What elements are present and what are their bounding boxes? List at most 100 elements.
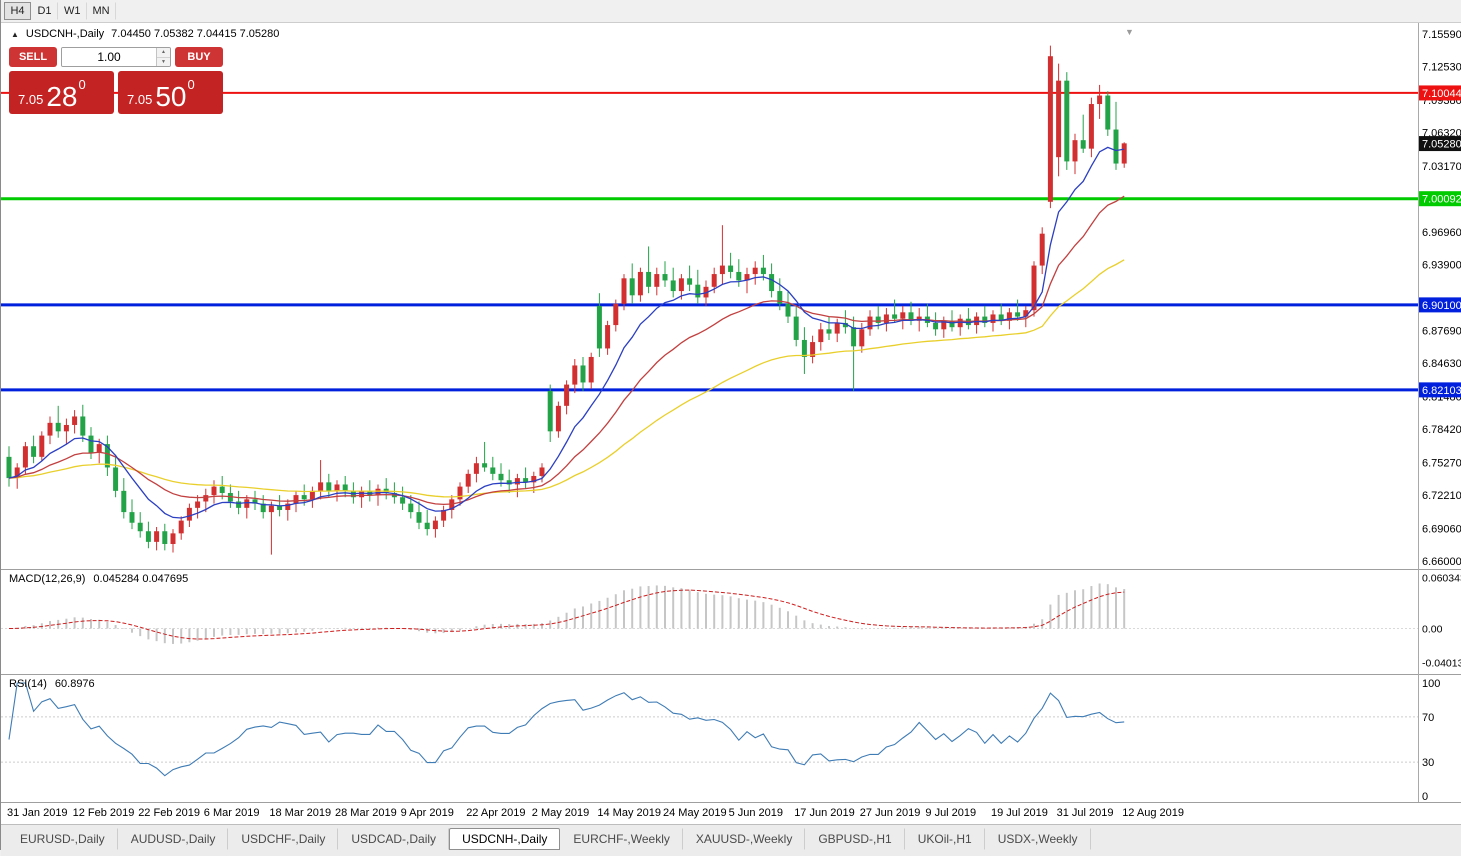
volume-decrease-button[interactable]: ▼	[157, 57, 170, 66]
time-axis-label: 12 Aug 2019	[1122, 807, 1184, 819]
time-axis-label: 28 Mar 2019	[335, 807, 397, 819]
chart-tab-usdcad-daily[interactable]: USDCAD-,Daily	[338, 828, 450, 850]
candle	[785, 291, 791, 323]
chart-tab-xauusd-weekly[interactable]: XAUUSD-,Weekly	[683, 828, 806, 850]
candle	[1097, 84, 1103, 119]
candle	[908, 301, 914, 326]
volume-increase-button[interactable]: ▲	[157, 48, 170, 58]
candle	[924, 303, 930, 328]
candle	[162, 523, 168, 551]
price-axis-label: 6.66000	[1422, 556, 1461, 568]
time-axis-label: 19 Jul 2019	[991, 807, 1048, 819]
timeframe-toolbar: H4 D1 W1 MN	[1, 0, 1461, 23]
candle	[154, 526, 160, 551]
one-click-trading-panel: SELL ▲ ▼ BUY 7.05 28 0 7.05	[9, 47, 223, 114]
candle	[826, 316, 832, 340]
candle	[793, 305, 799, 347]
candle	[63, 418, 69, 445]
candle	[1064, 72, 1070, 170]
candle	[80, 404, 86, 442]
price-axis-label: 6.69060	[1422, 523, 1461, 535]
candle	[318, 460, 324, 500]
ma-50-line	[8, 259, 1125, 498]
macd-canvas[interactable]: 0.060343 0.00 -0.040136	[1, 569, 1461, 674]
candle	[654, 267, 660, 296]
buy-price-display[interactable]: 7.05 50 0	[118, 71, 223, 114]
timeframe-button-h4[interactable]: H4	[4, 2, 31, 20]
sell-button[interactable]: SELL	[9, 47, 57, 67]
candle	[268, 501, 274, 555]
chart-tab-eurchf-weekly[interactable]: EURCHF-,Weekly	[560, 828, 683, 850]
chart-tab-gbpusd-h1[interactable]: GBPUSD-,H1	[805, 828, 905, 850]
candle	[104, 435, 110, 476]
candle	[1015, 299, 1021, 321]
bid-price-pipette: 0	[78, 77, 86, 92]
candle	[203, 488, 209, 513]
time-axis-label: 2 May 2019	[531, 807, 590, 819]
price-axis-label: 6.87690	[1422, 325, 1461, 337]
rsi-axis-label: 30	[1422, 757, 1434, 769]
time-axis-label: 9 Jul 2019	[925, 807, 977, 819]
candle	[572, 359, 578, 394]
candle	[719, 225, 725, 285]
candle	[482, 441, 488, 472]
price-chart-pane: 7.15590 7.12530 7.09380 7.06320 7.03170 6.969…	[1, 23, 1461, 569]
candle	[449, 495, 455, 519]
price-axis-label: 6.93900	[1422, 259, 1461, 271]
time-axis-label: 12 Feb 2019	[72, 807, 135, 819]
candle	[236, 490, 242, 515]
quote-symbol: USDCNH-,Daily	[25, 28, 105, 40]
price-axis-label: 6.84630	[1422, 358, 1461, 370]
candle	[998, 303, 1004, 326]
price-chart-canvas[interactable]: 7.155907.125307.093807.063207.031706.969…	[1, 23, 1461, 569]
ask-price-pipette: 0	[187, 77, 195, 92]
price-line-badge-label: 7.00092	[1422, 194, 1461, 206]
candle	[621, 274, 627, 311]
candle	[211, 480, 217, 504]
candle	[818, 322, 824, 351]
timeframe-button-w1[interactable]: W1	[58, 2, 87, 20]
candle	[1088, 97, 1094, 158]
time-axis[interactable]: 31 Jan 2019 12 Feb 2019 22 Feb 2019 6 Mar 2…	[1, 802, 1461, 824]
candle	[801, 327, 807, 374]
candle	[293, 490, 299, 513]
candle	[531, 471, 537, 493]
candle	[31, 435, 37, 464]
candle	[728, 252, 734, 279]
tick-up-arrow-icon: ▲	[11, 29, 19, 39]
candle	[547, 384, 553, 442]
chart-tab-ukoil-h1[interactable]: UKOil-,H1	[905, 828, 985, 850]
timeframe-button-mn[interactable]: MN	[87, 2, 116, 20]
price-line-badge-label: 7.10044	[1422, 88, 1461, 100]
ma-9-line	[8, 146, 1125, 519]
volume-input-group: ▲ ▼	[61, 47, 171, 67]
candle	[416, 501, 422, 530]
candle	[810, 335, 816, 364]
candle	[121, 478, 127, 519]
chart-shift-marker-icon[interactable]: ▼	[1125, 27, 1134, 37]
time-axis-label: 9 Apr 2019	[400, 807, 454, 819]
chart-tab-eurusd-daily[interactable]: EURUSD-,Daily	[7, 828, 118, 850]
chart-tabs-bar: EURUSD-,Daily AUDUSD-,Daily USDCHF-,Daily U…	[1, 824, 1461, 856]
time-axis-label: 6 Mar 2019	[203, 807, 260, 819]
sell-price-display[interactable]: 7.05 28 0	[9, 71, 114, 114]
chart-tab-audusd-daily[interactable]: AUDUSD-,Daily	[118, 828, 229, 850]
chart-tab-usdx-weekly[interactable]: USDX-,Weekly	[985, 828, 1091, 850]
candle	[309, 486, 315, 508]
candle	[965, 308, 971, 330]
candle	[564, 380, 570, 415]
candle	[244, 495, 250, 519]
volume-input[interactable]	[62, 48, 156, 66]
timeframe-button-d1[interactable]: D1	[31, 2, 58, 20]
chart-tab-usdchf-daily[interactable]: USDCHF-,Daily	[228, 828, 339, 850]
volume-spinner: ▲ ▼	[156, 48, 170, 66]
buy-button[interactable]: BUY	[175, 47, 223, 67]
time-axis-label: 18 Mar 2019	[269, 807, 332, 819]
candle	[687, 265, 693, 292]
price-line-badge-label: 7.05280	[1422, 139, 1461, 151]
rsi-canvas[interactable]: 100 70 30 0	[1, 674, 1461, 802]
candle	[22, 441, 28, 474]
chart-tab-usdcnh-daily[interactable]: USDCNH-,Daily	[449, 828, 561, 850]
time-axis-label: 5 Jun 2019	[728, 807, 784, 819]
time-axis-label: 17 Jun 2019	[794, 807, 855, 819]
